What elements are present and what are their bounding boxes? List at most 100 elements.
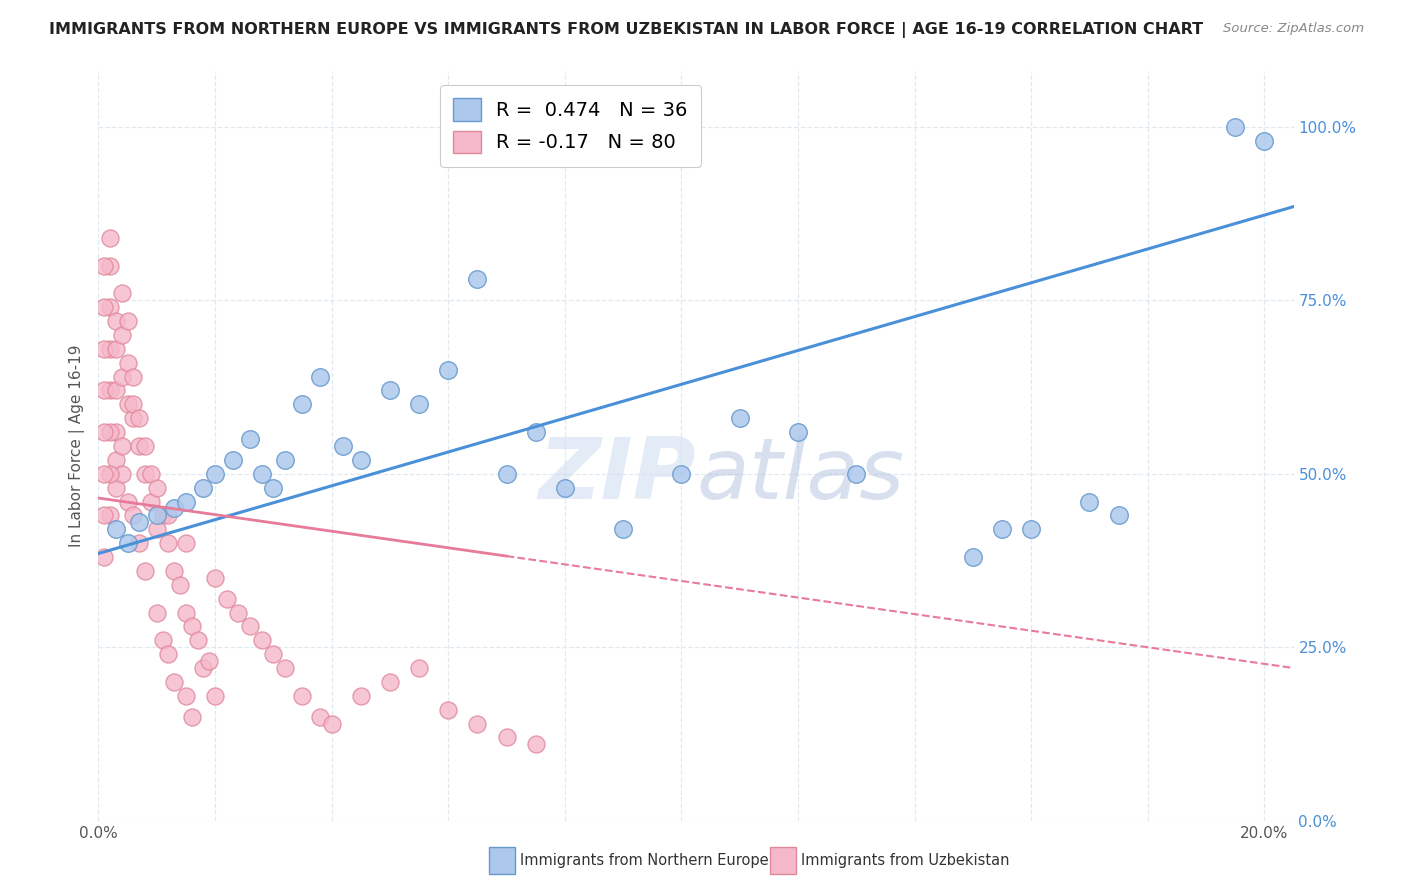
Point <box>128 439 150 453</box>
Point <box>228 606 250 620</box>
Point <box>157 647 180 661</box>
Point <box>437 362 460 376</box>
Point <box>309 709 332 723</box>
Point <box>98 259 121 273</box>
Point <box>204 571 226 585</box>
Point <box>93 549 115 564</box>
Point <box>122 369 145 384</box>
Point <box>1253 134 1275 148</box>
Point <box>1019 522 1042 536</box>
Point <box>408 397 430 411</box>
Point <box>145 606 167 620</box>
Point <box>524 425 547 439</box>
Point <box>98 467 121 481</box>
Point <box>378 384 401 398</box>
Point <box>104 314 127 328</box>
Point <box>111 328 134 343</box>
Point <box>111 467 134 481</box>
Point <box>122 397 145 411</box>
Point <box>174 494 197 508</box>
Point <box>98 300 121 314</box>
Point <box>152 508 174 523</box>
Point <box>262 481 284 495</box>
Point <box>1225 120 1247 134</box>
Point <box>128 536 150 550</box>
Point <box>180 619 202 633</box>
Point <box>174 536 197 550</box>
Point <box>291 689 314 703</box>
Point <box>671 467 693 481</box>
Point <box>193 661 215 675</box>
Point <box>1078 494 1101 508</box>
Point <box>250 633 273 648</box>
Point <box>104 384 127 398</box>
Point <box>93 342 115 356</box>
Point <box>134 439 156 453</box>
Point <box>408 661 430 675</box>
Point <box>145 481 167 495</box>
Text: Immigrants from Uzbekistan: Immigrants from Uzbekistan <box>801 854 1010 868</box>
Point <box>495 731 517 745</box>
Point <box>163 501 186 516</box>
Legend: R =  0.474   N = 36, R = -0.17   N = 80: R = 0.474 N = 36, R = -0.17 N = 80 <box>440 85 702 167</box>
Point <box>104 453 127 467</box>
Point <box>378 674 401 689</box>
Point <box>962 549 984 564</box>
Point <box>467 272 489 286</box>
Point <box>111 286 134 301</box>
Point <box>157 536 180 550</box>
Point <box>291 397 314 411</box>
Point <box>524 737 547 751</box>
Point <box>111 439 134 453</box>
Point <box>239 432 262 446</box>
Point <box>104 522 127 536</box>
Text: Immigrants from Northern Europe: Immigrants from Northern Europe <box>520 854 769 868</box>
Point <box>350 453 373 467</box>
Point <box>174 606 197 620</box>
Point <box>163 564 186 578</box>
Point <box>350 689 373 703</box>
Point <box>139 494 162 508</box>
Point <box>163 674 186 689</box>
Point <box>157 508 180 523</box>
Point <box>104 481 127 495</box>
Point <box>104 342 127 356</box>
Point <box>111 369 134 384</box>
Point <box>169 578 191 592</box>
Point <box>554 481 576 495</box>
Point <box>117 494 139 508</box>
Point <box>93 300 115 314</box>
Point <box>122 411 145 425</box>
Point <box>262 647 284 661</box>
Point <box>139 467 162 481</box>
Point <box>180 709 202 723</box>
Point <box>93 384 115 398</box>
Point <box>321 716 343 731</box>
Point <box>93 508 115 523</box>
Point <box>250 467 273 481</box>
Point <box>274 661 297 675</box>
Point <box>104 425 127 439</box>
Point <box>204 467 226 481</box>
Point <box>193 481 215 495</box>
Text: atlas: atlas <box>696 434 904 517</box>
Y-axis label: In Labor Force | Age 16-19: In Labor Force | Age 16-19 <box>69 344 84 548</box>
Point <box>128 411 150 425</box>
Point <box>93 467 115 481</box>
Point <box>117 397 139 411</box>
Point <box>274 453 297 467</box>
Point <box>495 467 517 481</box>
Point <box>239 619 262 633</box>
Text: ZIP: ZIP <box>538 434 696 517</box>
Point <box>93 425 115 439</box>
Text: IMMIGRANTS FROM NORTHERN EUROPE VS IMMIGRANTS FROM UZBEKISTAN IN LABOR FORCE | A: IMMIGRANTS FROM NORTHERN EUROPE VS IMMIG… <box>49 22 1204 38</box>
Point <box>128 516 150 530</box>
Point <box>117 356 139 370</box>
Point <box>134 564 156 578</box>
Point <box>204 689 226 703</box>
Point <box>787 425 810 439</box>
Point <box>198 654 221 668</box>
Point <box>309 369 332 384</box>
Text: Source: ZipAtlas.com: Source: ZipAtlas.com <box>1223 22 1364 36</box>
Point <box>145 522 167 536</box>
